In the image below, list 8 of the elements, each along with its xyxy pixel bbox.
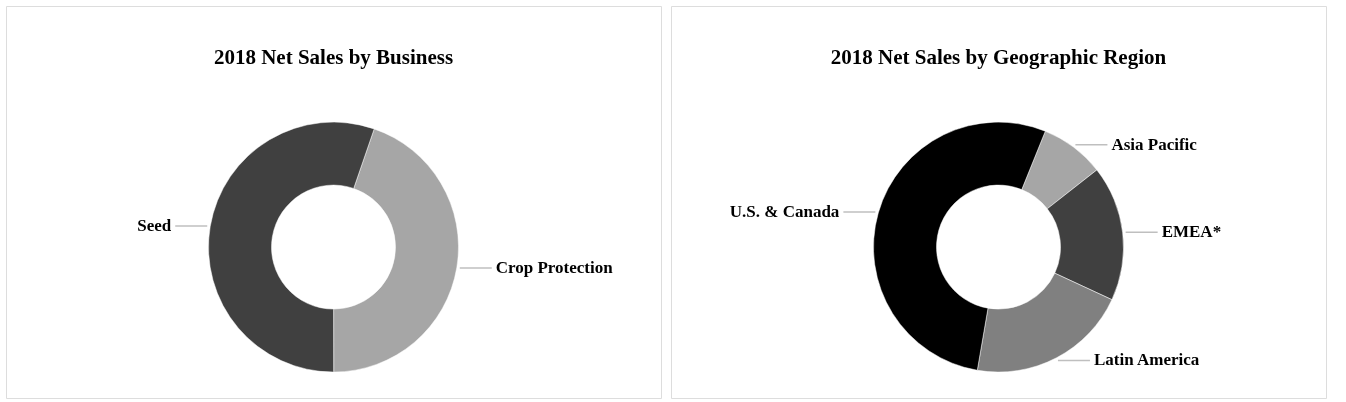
chart-title: 2018 Net Sales by Geographic Region	[830, 45, 1167, 69]
slice-label: EMEA*	[1161, 222, 1222, 242]
slice-label: Crop Protection	[495, 258, 614, 278]
slice-label: Asia Pacific	[1111, 134, 1198, 154]
slice-label: Seed	[137, 216, 172, 236]
slice-label: Latin America	[1093, 350, 1200, 370]
slice-label: U.S. & Canada	[729, 202, 840, 222]
chart-title: 2018 Net Sales by Business	[213, 45, 454, 69]
